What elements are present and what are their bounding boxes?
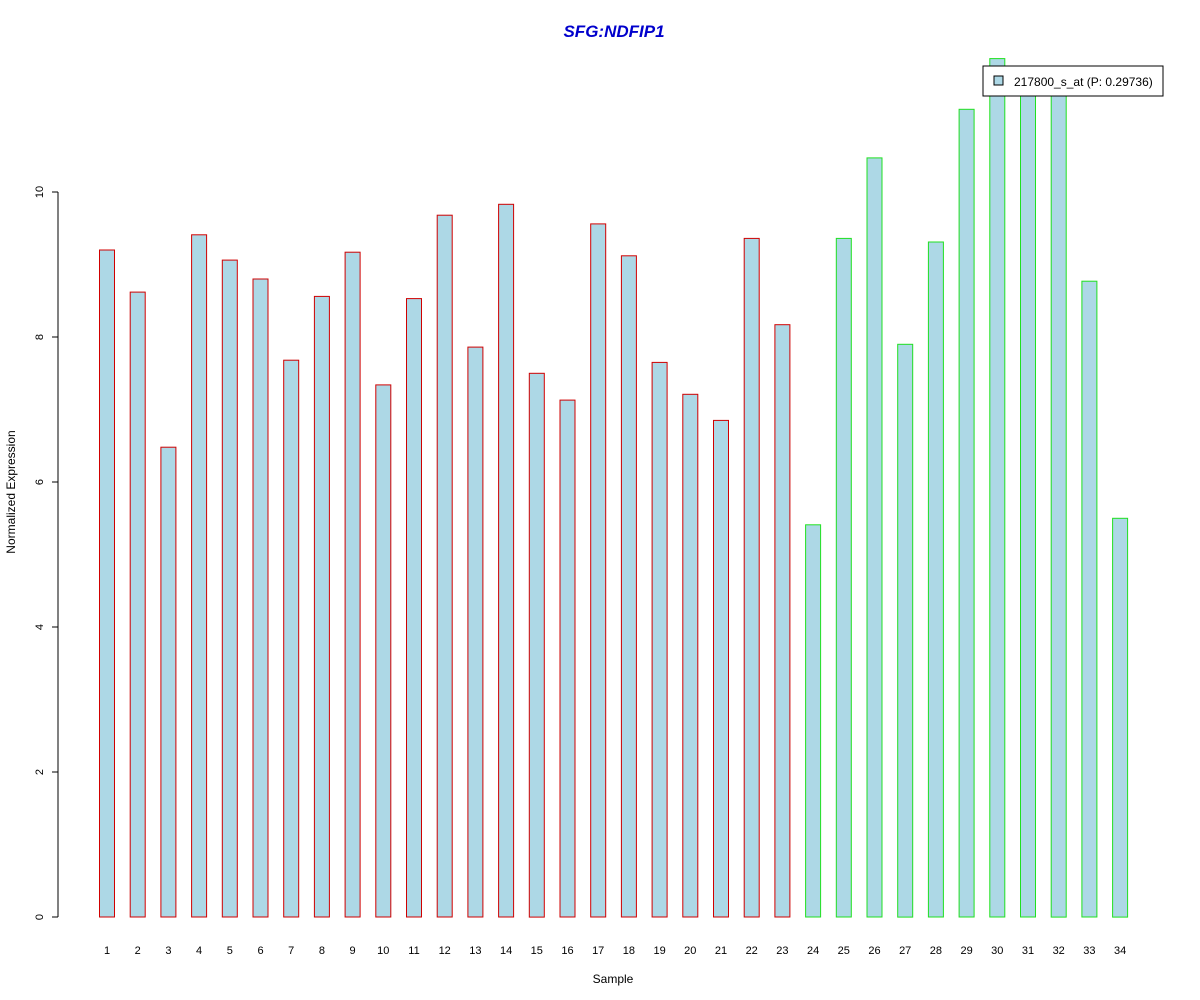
legend: 217800_s_at (P: 0.29736) bbox=[982, 65, 1164, 97]
x-tick-label: 21 bbox=[715, 945, 727, 957]
bar-sample-33 bbox=[1081, 280, 1098, 918]
x-tick-label: 30 bbox=[991, 945, 1003, 957]
x-tick-label: 12 bbox=[439, 945, 451, 957]
bars-group bbox=[99, 58, 1129, 918]
bar-sample-23 bbox=[774, 324, 791, 918]
bar-sample-18 bbox=[620, 255, 637, 918]
y-tick-label: 0 bbox=[34, 914, 46, 920]
x-tick-label: 6 bbox=[257, 945, 263, 957]
bar-sample-27 bbox=[897, 343, 914, 918]
x-tick-label: 19 bbox=[653, 945, 665, 957]
x-tick-label: 2 bbox=[135, 945, 141, 957]
x-tick-label: 31 bbox=[1022, 945, 1034, 957]
chart-title: SFG:NDFIP1 bbox=[563, 22, 664, 41]
bar-sample-5 bbox=[221, 259, 238, 918]
x-tick-label: 7 bbox=[288, 945, 294, 957]
x-tick-label: 32 bbox=[1053, 945, 1065, 957]
legend-entry-label: 217800_s_at (P: 0.29736) bbox=[1014, 75, 1153, 89]
bar-sample-17 bbox=[590, 223, 607, 918]
bar-sample-16 bbox=[559, 399, 576, 918]
y-tick-label: 2 bbox=[34, 769, 46, 775]
bar-sample-15 bbox=[528, 372, 545, 918]
y-axis: 0 2 4 6 8 10 bbox=[34, 186, 59, 920]
x-tick-label: 28 bbox=[930, 945, 942, 957]
legend-swatch bbox=[993, 75, 1004, 86]
bar-sample-30 bbox=[989, 58, 1006, 918]
bar-sample-20 bbox=[682, 393, 699, 918]
x-axis-label: Sample bbox=[593, 972, 634, 986]
bar-sample-9 bbox=[344, 251, 361, 918]
bar-sample-4 bbox=[191, 234, 208, 918]
bar-sample-7 bbox=[283, 359, 300, 918]
x-tick-label: 33 bbox=[1083, 945, 1095, 957]
bar-sample-11 bbox=[406, 298, 422, 918]
bar-sample-1 bbox=[99, 249, 115, 918]
x-tick-label: 29 bbox=[960, 945, 972, 957]
bar-sample-3 bbox=[160, 446, 177, 918]
bar-sample-32 bbox=[1050, 68, 1067, 918]
x-tick-label: 27 bbox=[899, 945, 911, 957]
y-tick-label: 4 bbox=[34, 624, 46, 630]
bar-sample-21 bbox=[713, 419, 729, 918]
y-tick-label: 10 bbox=[34, 186, 46, 198]
x-tick-label: 34 bbox=[1114, 945, 1126, 957]
y-axis-label: Normalized Expression bbox=[4, 430, 18, 553]
y-tick-label: 8 bbox=[34, 334, 46, 340]
x-tick-label: 11 bbox=[408, 945, 419, 957]
bar-sample-22 bbox=[743, 237, 760, 918]
x-tick-label: 13 bbox=[469, 945, 481, 957]
bar-sample-28 bbox=[927, 241, 944, 918]
bar-sample-14 bbox=[498, 203, 515, 918]
bar-sample-6 bbox=[252, 278, 269, 918]
x-tick-label: 25 bbox=[838, 945, 850, 957]
x-tick-label: 3 bbox=[165, 945, 171, 957]
x-tick-label: 16 bbox=[561, 945, 573, 957]
x-tick-label: 15 bbox=[531, 945, 543, 957]
x-tick-label: 18 bbox=[623, 945, 635, 957]
x-tick-label: 5 bbox=[227, 945, 233, 957]
x-tick-label: 9 bbox=[350, 945, 356, 957]
x-tick-label: 22 bbox=[746, 945, 758, 957]
bar-sample-19 bbox=[651, 361, 668, 918]
x-tick-label: 26 bbox=[868, 945, 880, 957]
x-tick-label: 17 bbox=[592, 945, 604, 957]
x-tick-label: 20 bbox=[684, 945, 696, 957]
x-tick-label: 1 bbox=[104, 945, 110, 957]
bar-sample-34 bbox=[1112, 517, 1129, 918]
x-tick-label: 4 bbox=[196, 945, 202, 957]
x-tick-label: 23 bbox=[776, 945, 788, 957]
bar-sample-10 bbox=[375, 384, 392, 918]
bar-sample-29 bbox=[958, 108, 975, 918]
bar-sample-24 bbox=[805, 524, 822, 918]
y-tick-label: 6 bbox=[34, 479, 46, 485]
x-tick-label: 14 bbox=[500, 945, 512, 957]
legend-box bbox=[982, 65, 1164, 97]
x-tick-label: 24 bbox=[807, 945, 819, 957]
x-tick-label: 10 bbox=[377, 945, 389, 957]
bar-sample-25 bbox=[835, 237, 852, 918]
bar-sample-13 bbox=[467, 346, 484, 918]
bar-sample-2 bbox=[129, 291, 146, 918]
x-tick-labels: 1 2 3 4 5 6 7 8 9 10 11 12 13 14 15 16 17 18 19 20 21 22 23 24 2… bbox=[104, 945, 1126, 957]
x-tick-label: 8 bbox=[319, 945, 325, 957]
bar-sample-26 bbox=[866, 157, 883, 918]
bar-sample-31 bbox=[1020, 75, 1036, 918]
bar-sample-8 bbox=[313, 295, 330, 918]
bar-sample-12 bbox=[436, 214, 453, 918]
